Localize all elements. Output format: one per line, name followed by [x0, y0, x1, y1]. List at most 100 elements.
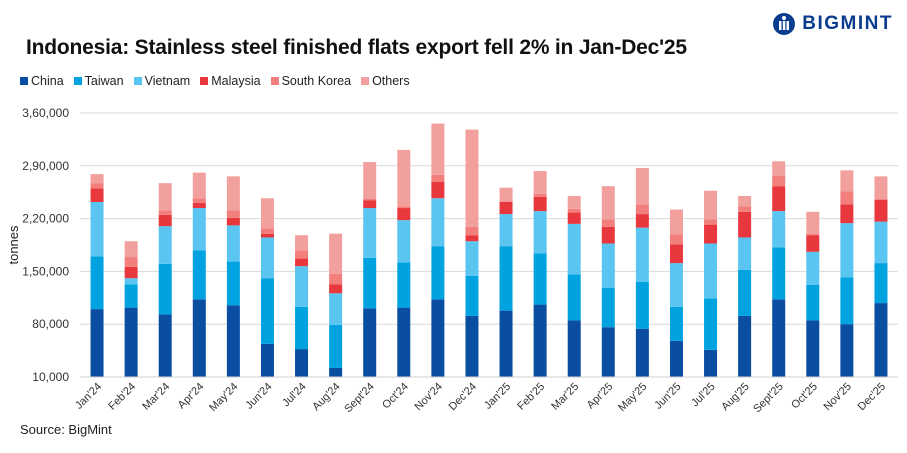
x-tick-label: Jul'24 [280, 381, 309, 410]
bar-segment-malaysia [840, 204, 854, 224]
bar-segment-vietnam [158, 226, 172, 264]
bar-segment-malaysia [192, 202, 206, 209]
bar-segment-vietnam [329, 293, 343, 325]
bar-segment-others [465, 129, 479, 227]
bar-segment-taiwan [499, 246, 513, 311]
x-tick-label: Oct'24 [380, 381, 411, 412]
bar-segment-others [567, 195, 581, 209]
bar-segment-taiwan [329, 324, 343, 368]
bar-segment-china [158, 314, 172, 377]
y-tick-label: 10,000 [32, 370, 69, 384]
x-tick-label: Sept'25 [751, 381, 786, 416]
bar-segment-china [431, 299, 445, 377]
bar-segment-south-korea [772, 175, 786, 187]
bar-segment-others [738, 195, 752, 207]
bar-segment-taiwan [806, 284, 820, 321]
bar-segment-taiwan [124, 284, 138, 308]
bar-segment-vietnam [738, 237, 752, 270]
chart-title: Indonesia: Stainless steel finished flat… [26, 36, 687, 59]
bar-segment-malaysia [772, 186, 786, 212]
bar-segment-others [533, 171, 547, 194]
bar-segment-china [192, 299, 206, 377]
bar-segment-china [874, 303, 888, 377]
bar-segment-south-korea [567, 208, 581, 213]
bar-segment-vietnam [260, 237, 274, 279]
x-tick-label: Oct'25 [789, 381, 820, 412]
logo-text: BIGMINT [802, 13, 893, 34]
x-tick-label: May'24 [207, 381, 240, 414]
bar-segment-china [704, 349, 718, 377]
bar-segment-south-korea [431, 174, 445, 182]
bar-segment-vietnam [533, 211, 547, 254]
bar-segment-malaysia [465, 235, 479, 242]
bar-segment-malaysia [158, 214, 172, 227]
bar-segment-vietnam [499, 214, 513, 247]
y-tick-label: 80,000 [32, 317, 69, 331]
bar-segment-china [533, 304, 547, 377]
legend-label: China [31, 74, 64, 88]
bar-segment-others [260, 198, 274, 229]
legend-swatch [361, 77, 370, 85]
bar-segment-south-korea [840, 191, 854, 205]
legend-item: Others [361, 74, 410, 88]
x-tick-label: Apr'24 [176, 381, 207, 412]
bar-segment-china [124, 307, 138, 377]
bar-segment-south-korea [601, 219, 615, 227]
bar-segment-malaysia [363, 200, 377, 209]
bar-segment-taiwan [840, 277, 854, 325]
bar-segment-vietnam [295, 266, 309, 307]
bar-segment-others [601, 186, 615, 220]
bar-segment-south-korea [295, 250, 309, 259]
bar-segment-others [704, 190, 718, 220]
x-tick-label: Jun'24 [243, 381, 274, 412]
bar-segment-others [192, 172, 206, 199]
bar-segment-south-korea [363, 198, 377, 201]
bar-segment-vietnam [363, 208, 377, 258]
bar-segment-china [295, 349, 309, 377]
bar-segment-others [669, 209, 683, 235]
x-tick-label: Apr'25 [585, 381, 616, 412]
bar-segment-malaysia [601, 226, 615, 244]
bar-segment-taiwan [431, 246, 445, 300]
legend-swatch [133, 77, 142, 85]
bar-segment-taiwan [363, 257, 377, 309]
x-tick-label: Jul'25 [689, 381, 718, 410]
bar-segment-south-korea [124, 257, 138, 267]
y-tick-label: 2,20,000 [22, 212, 69, 226]
legend-item: Malaysia [200, 74, 261, 88]
bar-segment-taiwan [465, 275, 479, 316]
y-tick-label: 3,60,000 [22, 106, 69, 120]
bar-segment-south-korea [260, 228, 274, 234]
bar-segment-china [329, 367, 343, 377]
y-tick-label: 2,90,000 [22, 159, 69, 173]
bar-segment-malaysia [738, 211, 752, 238]
bar-segment-taiwan [192, 250, 206, 300]
bar-segment-china [840, 324, 854, 377]
bar-segment-vietnam [874, 221, 888, 264]
bar-segment-taiwan [738, 269, 752, 316]
bar-segment-malaysia [499, 202, 513, 215]
legend-swatch [270, 77, 279, 85]
legend-label: Malaysia [211, 74, 261, 88]
bar-segment-china [499, 310, 513, 377]
bar-segment-malaysia [533, 196, 547, 212]
bar-segment-taiwan [874, 263, 888, 304]
bar-segment-taiwan [90, 256, 104, 310]
legend-label: South Korea [281, 74, 352, 88]
x-tick-label: May'25 [616, 381, 649, 414]
bar-segment-vietnam [772, 211, 786, 248]
x-tick-label: Nov'24 [413, 381, 445, 413]
bar-segment-malaysia [329, 284, 343, 294]
x-tick-label: Nov'25 [822, 381, 854, 413]
bar-segment-taiwan [772, 247, 786, 300]
bar-segment-others [124, 241, 138, 258]
bar-segment-others [226, 176, 240, 211]
bar-segment-china [772, 299, 786, 377]
bar-segment-south-korea [397, 206, 411, 209]
bar-segment-vietnam [635, 227, 649, 282]
bar-segment-taiwan [533, 253, 547, 305]
legend-label: Vietnam [144, 74, 191, 88]
bar-segment-south-korea [704, 219, 718, 225]
bar-segment-others [840, 170, 854, 192]
